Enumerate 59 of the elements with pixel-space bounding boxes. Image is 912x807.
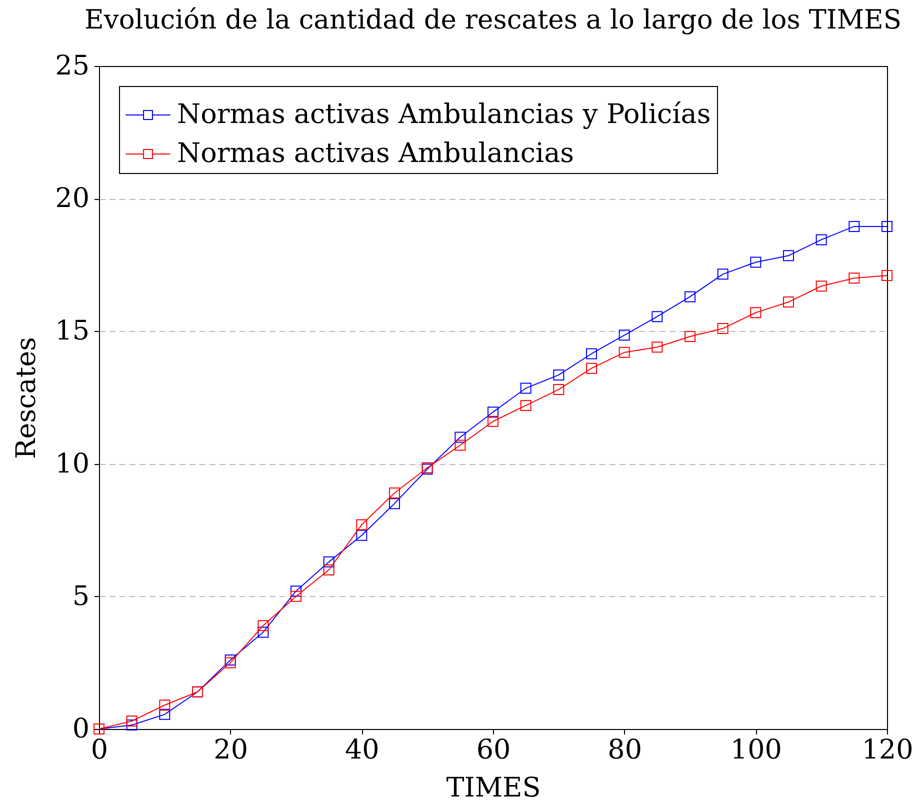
point bbox=[323, 564, 334, 576]
point bbox=[586, 362, 597, 374]
legend-label: Normas activas Ambulancias y Policías bbox=[177, 99, 711, 130]
point bbox=[126, 716, 138, 727]
point bbox=[488, 406, 498, 418]
point bbox=[224, 657, 236, 668]
point bbox=[717, 323, 728, 334]
point bbox=[848, 220, 860, 232]
point bbox=[882, 270, 892, 282]
point bbox=[652, 342, 663, 353]
point bbox=[520, 382, 532, 394]
point bbox=[783, 250, 794, 262]
point bbox=[290, 590, 302, 602]
point bbox=[454, 432, 466, 443]
point bbox=[816, 234, 827, 246]
point bbox=[684, 291, 696, 302]
point bbox=[356, 519, 368, 530]
x-tick-label: 40 bbox=[344, 734, 380, 766]
point bbox=[258, 626, 269, 638]
y-tick-label: 15 bbox=[55, 316, 90, 347]
x-tick-label: 80 bbox=[608, 734, 642, 766]
point bbox=[652, 311, 663, 322]
legend-label: Normas activas Ambulancias bbox=[177, 138, 574, 169]
point bbox=[389, 498, 400, 510]
y-tick-label: 5 bbox=[72, 580, 90, 612]
point bbox=[618, 346, 630, 358]
point bbox=[389, 487, 400, 498]
point bbox=[290, 586, 302, 597]
point bbox=[356, 530, 368, 541]
x-tick-label: 100 bbox=[730, 734, 782, 766]
point bbox=[717, 268, 728, 280]
point bbox=[684, 331, 696, 342]
point bbox=[553, 369, 564, 380]
point bbox=[882, 220, 892, 232]
point bbox=[586, 348, 597, 360]
x-axis-title: TIMES bbox=[446, 772, 541, 804]
point bbox=[816, 280, 827, 292]
y-tick-label: 25 bbox=[55, 50, 90, 82]
y-tick-label: 10 bbox=[55, 448, 90, 480]
point bbox=[553, 384, 564, 396]
point bbox=[159, 708, 170, 720]
point bbox=[488, 416, 498, 427]
point bbox=[618, 330, 630, 341]
point bbox=[848, 272, 860, 284]
x-tick-label: 20 bbox=[214, 734, 248, 766]
chart-title: Evolución de la cantidad de rescates a lo largo de los TIMES bbox=[84, 4, 902, 36]
point bbox=[750, 307, 762, 318]
y-tick-label: 20 bbox=[55, 183, 90, 214]
y-axis-title: Rescates bbox=[11, 336, 42, 460]
x-tick-label: 120 bbox=[862, 734, 912, 766]
y-tick-label: 0 bbox=[72, 714, 90, 744]
point bbox=[258, 620, 269, 632]
point bbox=[520, 400, 532, 411]
point bbox=[159, 700, 170, 711]
point bbox=[323, 556, 334, 568]
x-tick-label: 60 bbox=[476, 734, 511, 766]
point bbox=[454, 440, 466, 451]
point bbox=[750, 256, 762, 268]
point bbox=[783, 296, 794, 308]
